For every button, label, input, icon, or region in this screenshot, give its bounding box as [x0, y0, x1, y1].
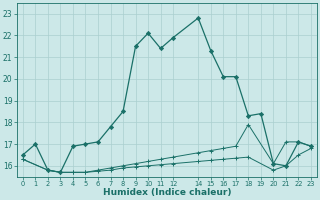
X-axis label: Humidex (Indice chaleur): Humidex (Indice chaleur): [103, 188, 231, 197]
